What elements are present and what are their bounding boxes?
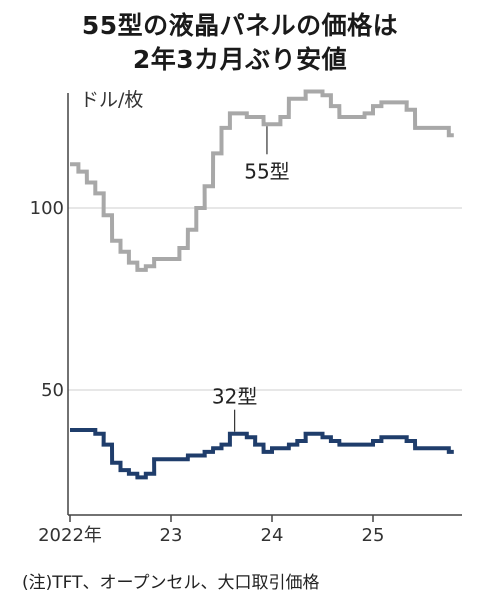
y-tick-label-100: 100 — [30, 198, 64, 219]
labels: 50 100 2022年 23 24 25 ドル/枚 55型 32型 — [30, 89, 385, 546]
annotation-label-0: 55型 — [244, 159, 289, 183]
gridlines — [68, 207, 462, 391]
y-tick-label-50: 50 — [41, 380, 64, 401]
chart-title-line2: 2年3カ月ぶり安値 — [132, 45, 348, 74]
x-tick-label-3: 25 — [362, 525, 385, 546]
series-line-32 — [70, 428, 454, 480]
footnote: (注)TFT、オープンセル、大口取引価格 — [22, 573, 320, 593]
axes — [67, 93, 462, 522]
x-tick-label-1: 23 — [160, 525, 183, 546]
y-unit-label: ドル/枚 — [80, 89, 143, 111]
x-tick-label-2: 24 — [261, 525, 284, 546]
x-tick-label-0: 2022年 — [38, 525, 102, 546]
series-layer — [70, 89, 454, 480]
annotation-label-1: 32型 — [212, 385, 257, 409]
series-line-55 — [70, 89, 454, 272]
chart-title-line1: 55型の液晶パネルの価格は — [81, 11, 399, 40]
